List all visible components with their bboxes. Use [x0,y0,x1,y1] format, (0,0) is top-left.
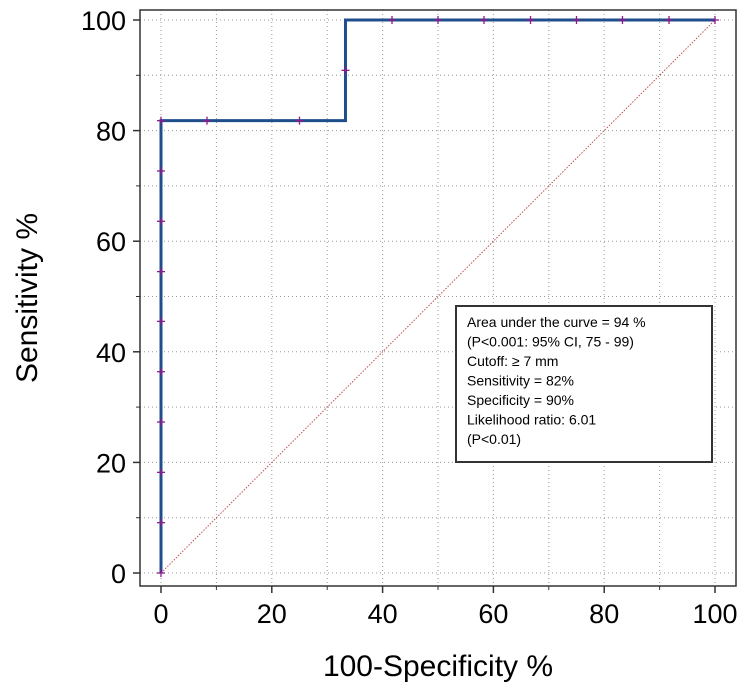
roc-point-marker [157,217,165,226]
legend-line: Area under the curve = 94 % [467,314,646,330]
roc-point-marker [157,317,165,326]
x-tick-label: 40 [368,599,398,629]
y-tick-label: 80 [96,117,126,147]
y-tick-label: 40 [96,338,126,368]
legend-line: Cutoff: ≥ 7 mm [467,353,558,369]
x-tick-label: 20 [257,599,287,629]
marker-group [157,16,719,577]
roc-point-marker [157,468,165,477]
roc-point-marker [341,66,350,75]
y-tick-label: 60 [96,227,126,257]
y-axis-title: Sensitivity % [11,213,44,383]
legend-box: Area under the curve = 94 % (P<0.001: 95%… [455,305,713,463]
roc-point-marker [157,518,165,527]
x-tick-label: 60 [478,599,508,629]
roc-point-marker [157,116,165,125]
legend-line: Specificity = 90% [467,392,574,408]
roc-point-marker [157,367,165,376]
y-tick-label: 0 [111,559,126,589]
roc-point-marker [526,16,535,24]
legend-line: (P<0.001: 95% CI, 75 - 99) [467,334,634,350]
x-tick-label: 100 [692,599,737,629]
roc-point-marker [202,116,211,125]
axes [133,19,716,593]
x-tick-label: 80 [589,599,619,629]
roc-point-marker [157,267,165,276]
x-axis-title: 100-Specificity % [323,650,553,683]
roc-point-marker [295,116,304,125]
legend-line: Likelihood ratio: 6.01 [467,412,596,428]
legend-line: (P<0.01) [467,431,521,447]
roc-point-marker [479,16,488,24]
roc-point-marker [434,16,442,24]
roc-point-marker [572,16,581,24]
roc-point-marker [157,418,165,427]
legend-frame [455,305,713,463]
roc-point-marker [157,569,165,577]
roc-point-marker [665,16,674,24]
y-tick-label: 100 [81,6,126,36]
roc-point-marker [157,166,165,175]
x-tick-label: 0 [153,599,168,629]
tick-label-group: 0 20 40 60 80 100 0 20 40 60 80 100 [81,6,738,629]
roc-point-marker [618,16,627,24]
legend-line: Sensitivity = 82% [467,373,574,389]
roc-point-marker [388,16,397,24]
roc-point-marker [711,16,719,24]
y-tick-label: 20 [96,448,126,478]
reference-diagonal-line [160,19,716,574]
